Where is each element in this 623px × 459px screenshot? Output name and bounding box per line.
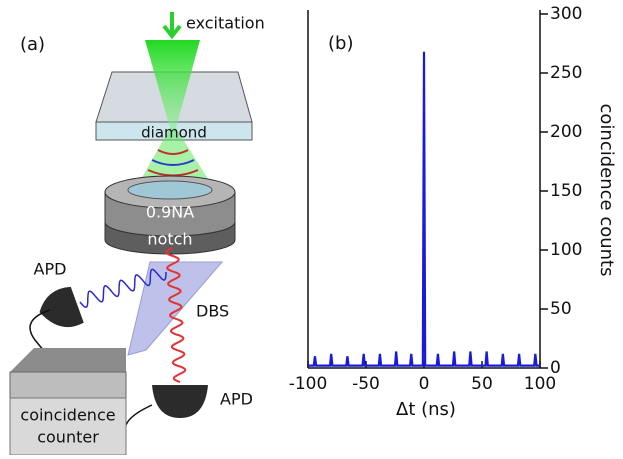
apd xyxy=(152,385,208,418)
y-tick-label: 200 xyxy=(550,122,582,142)
label: DBS xyxy=(196,302,229,321)
lens xyxy=(127,180,213,200)
x-axis-label: Δt (ns) xyxy=(396,399,456,420)
arrow xyxy=(162,12,182,40)
y-tick-label: 300 xyxy=(550,4,582,24)
panel-label: (a) xyxy=(20,34,45,55)
y-tick-label: 0 xyxy=(550,358,561,378)
x-tick-label: -100 xyxy=(289,374,328,394)
setup-diagram: (a) excitation diamond 0.9NA notch DBS A… xyxy=(9,12,265,456)
dichroic xyxy=(127,261,224,356)
y-axis-label: coincidence counts xyxy=(596,104,617,277)
x-tick-label: -50 xyxy=(352,374,380,394)
data-line xyxy=(308,51,540,367)
label: diamond xyxy=(141,124,207,142)
label: 0.9NA xyxy=(146,203,194,222)
y-tick-label: 50 xyxy=(550,299,572,319)
red-wave xyxy=(165,247,187,383)
x-tick-label: 0 xyxy=(419,374,430,394)
label: coincidence xyxy=(20,406,115,425)
chart: (b) Δt (ns) coincidence counts 0 50 100 150… xyxy=(289,4,617,420)
panel-label: (b) xyxy=(328,33,353,54)
label: notch xyxy=(147,230,192,249)
blue-wave xyxy=(79,268,167,309)
counter-front xyxy=(9,397,127,456)
y-tick-label: 150 xyxy=(550,181,582,201)
label: APD xyxy=(34,260,67,279)
y-tick-label: 100 xyxy=(550,240,582,260)
y-tick-label: 250 xyxy=(550,63,582,83)
label: excitation xyxy=(186,14,265,33)
beam xyxy=(145,40,200,128)
x-tick-label: 50 xyxy=(471,374,493,394)
apd xyxy=(39,286,84,328)
label: counter xyxy=(37,428,99,447)
label: APD xyxy=(220,390,253,409)
beam xyxy=(135,128,215,190)
x-tick-label: 100 xyxy=(524,374,556,394)
